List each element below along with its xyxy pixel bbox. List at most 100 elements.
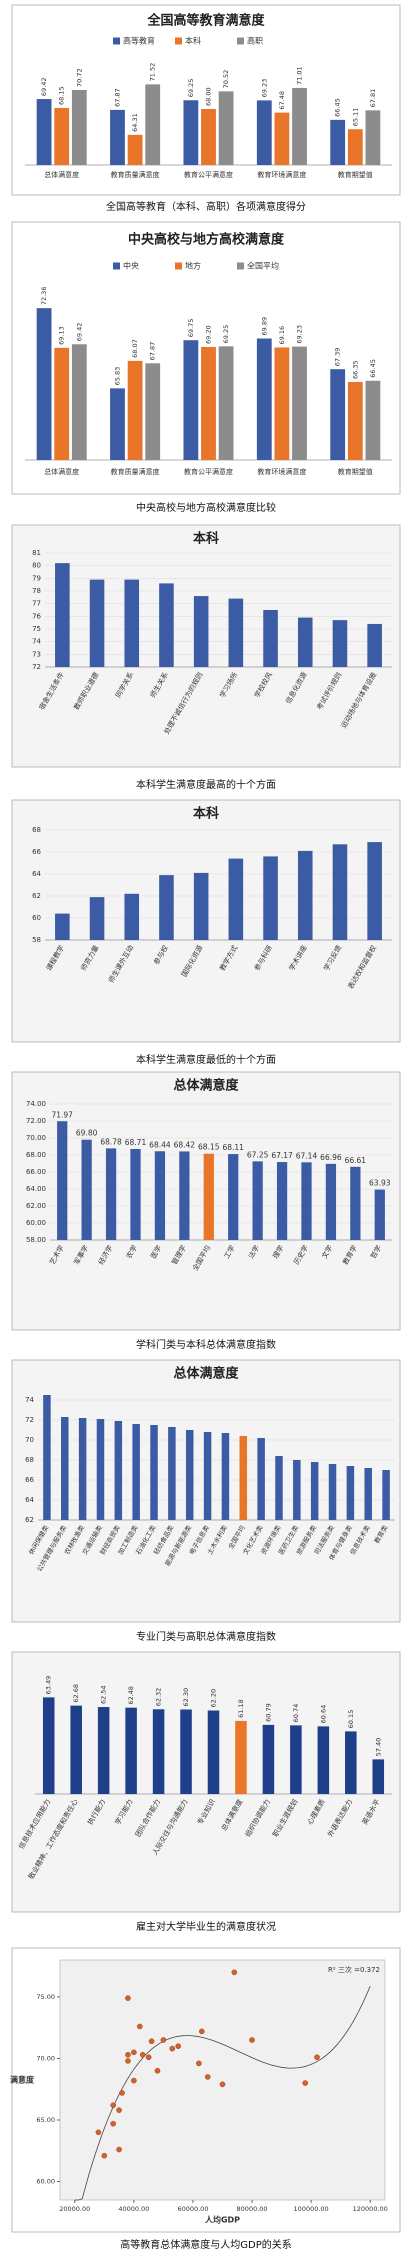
bar <box>256 100 272 165</box>
value-label: 70.72 <box>75 68 83 87</box>
legend-swatch <box>237 37 244 45</box>
bar <box>301 1162 312 1240</box>
y-tick-label: 60.00 <box>36 2178 55 2186</box>
value-label: 67.48 <box>278 91 286 110</box>
x-tick-label: 教育期望值 <box>338 170 373 179</box>
chart-caption: 中央高校与地方高校满意度比较 <box>136 501 276 514</box>
bar <box>55 913 70 940</box>
bar <box>54 347 70 460</box>
x-tick-label: 总体满意度 <box>44 170 79 179</box>
point <box>148 2038 155 2045</box>
bar <box>374 1189 385 1240</box>
y-tick-label: 74.00 <box>26 1100 46 1108</box>
bar <box>145 363 161 460</box>
bar <box>183 340 199 460</box>
bar <box>292 87 307 165</box>
point <box>136 2023 143 2030</box>
bar <box>347 129 363 165</box>
bar <box>330 119 346 165</box>
annotation: R² 三次 =0.372 <box>328 1965 380 1974</box>
legend-label: 高职 <box>247 36 263 46</box>
x-tick-label: 20000.00 <box>59 2205 90 2213</box>
point <box>110 2102 116 2109</box>
y-tick-label: 64 <box>32 870 41 878</box>
bar <box>127 360 143 460</box>
bar <box>228 858 244 940</box>
bar <box>105 1148 117 1240</box>
x-tick-label: 教育公平满意度 <box>184 467 233 476</box>
value-label: 67.25 <box>247 1150 269 1159</box>
value-label: 69.25 <box>222 325 230 344</box>
bar <box>193 872 209 940</box>
bar <box>54 107 70 165</box>
bar <box>96 1419 105 1520</box>
bar <box>150 1425 158 1520</box>
bar <box>332 620 348 667</box>
point <box>302 2080 309 2086</box>
bar <box>36 308 52 460</box>
value-label: 57.40 <box>374 1738 382 1757</box>
legend-label: 地方 <box>185 261 201 271</box>
value-label: 72.36 <box>40 287 48 306</box>
legend-swatch <box>175 262 182 270</box>
bar <box>275 1456 283 1520</box>
value-label: 68.42 <box>174 1140 196 1149</box>
plot-area <box>59 1959 386 2201</box>
bar <box>252 1161 263 1240</box>
legend-label: 高等教育 <box>123 36 155 46</box>
point <box>175 2043 181 2049</box>
point <box>249 2037 255 2043</box>
y-tick-label: 76 <box>32 612 41 620</box>
y-tick-label: 70.00 <box>36 2054 55 2062</box>
value-label: 69.20 <box>205 325 213 344</box>
x-tick-label: 120000.00 <box>353 2205 388 2213</box>
bar <box>325 1163 337 1240</box>
bar <box>290 1725 302 1794</box>
bar <box>124 893 140 940</box>
panel <box>11 1651 401 1913</box>
point <box>199 2028 205 2035</box>
legend-label: 本科 <box>185 36 201 46</box>
x-tick-label: 教育环境满意度 <box>257 170 306 179</box>
point <box>119 2090 125 2096</box>
value-label: 69.25 <box>187 79 195 98</box>
y-tick-label: 68 <box>32 826 41 834</box>
bar <box>218 346 234 460</box>
bar <box>36 99 52 165</box>
bar <box>132 1424 140 1520</box>
bar <box>346 1466 355 1520</box>
bar <box>168 1427 176 1520</box>
bar <box>42 1697 55 1794</box>
x-tick-label: 总体满意度 <box>44 467 79 476</box>
bar <box>330 369 346 460</box>
chart-title: 中央高校与地方高校满意度 <box>128 232 285 248</box>
y-tick-label: 79 <box>32 574 41 582</box>
bar <box>263 610 278 667</box>
bar <box>201 109 216 165</box>
bar <box>185 1430 194 1520</box>
value-label: 69.16 <box>278 326 286 345</box>
chart-title: 本科 <box>193 806 219 822</box>
point <box>125 2051 131 2058</box>
bar <box>154 1151 166 1240</box>
y-tick-label: 64 <box>25 1496 34 1504</box>
value-label: 63.93 <box>369 1179 391 1188</box>
value-label: 69.13 <box>58 326 66 345</box>
point <box>110 2120 116 2127</box>
value-label: 60.15 <box>347 1710 355 1729</box>
y-tick-label: 58.00 <box>26 1236 46 1244</box>
legend-swatch <box>113 262 120 270</box>
bar <box>145 84 161 165</box>
bar <box>235 1720 247 1794</box>
point <box>160 2037 167 2043</box>
bar <box>203 1153 214 1240</box>
value-label: 62.32 <box>155 1688 163 1707</box>
point <box>169 2045 176 2052</box>
y-tick-label: 74 <box>25 1396 34 1404</box>
value-label: 69.75 <box>187 319 195 338</box>
x-tick-label: 教育质量满意度 <box>111 467 160 476</box>
value-label: 68.78 <box>100 1137 122 1146</box>
bar <box>276 1162 288 1240</box>
value-label: 66.45 <box>334 98 342 117</box>
